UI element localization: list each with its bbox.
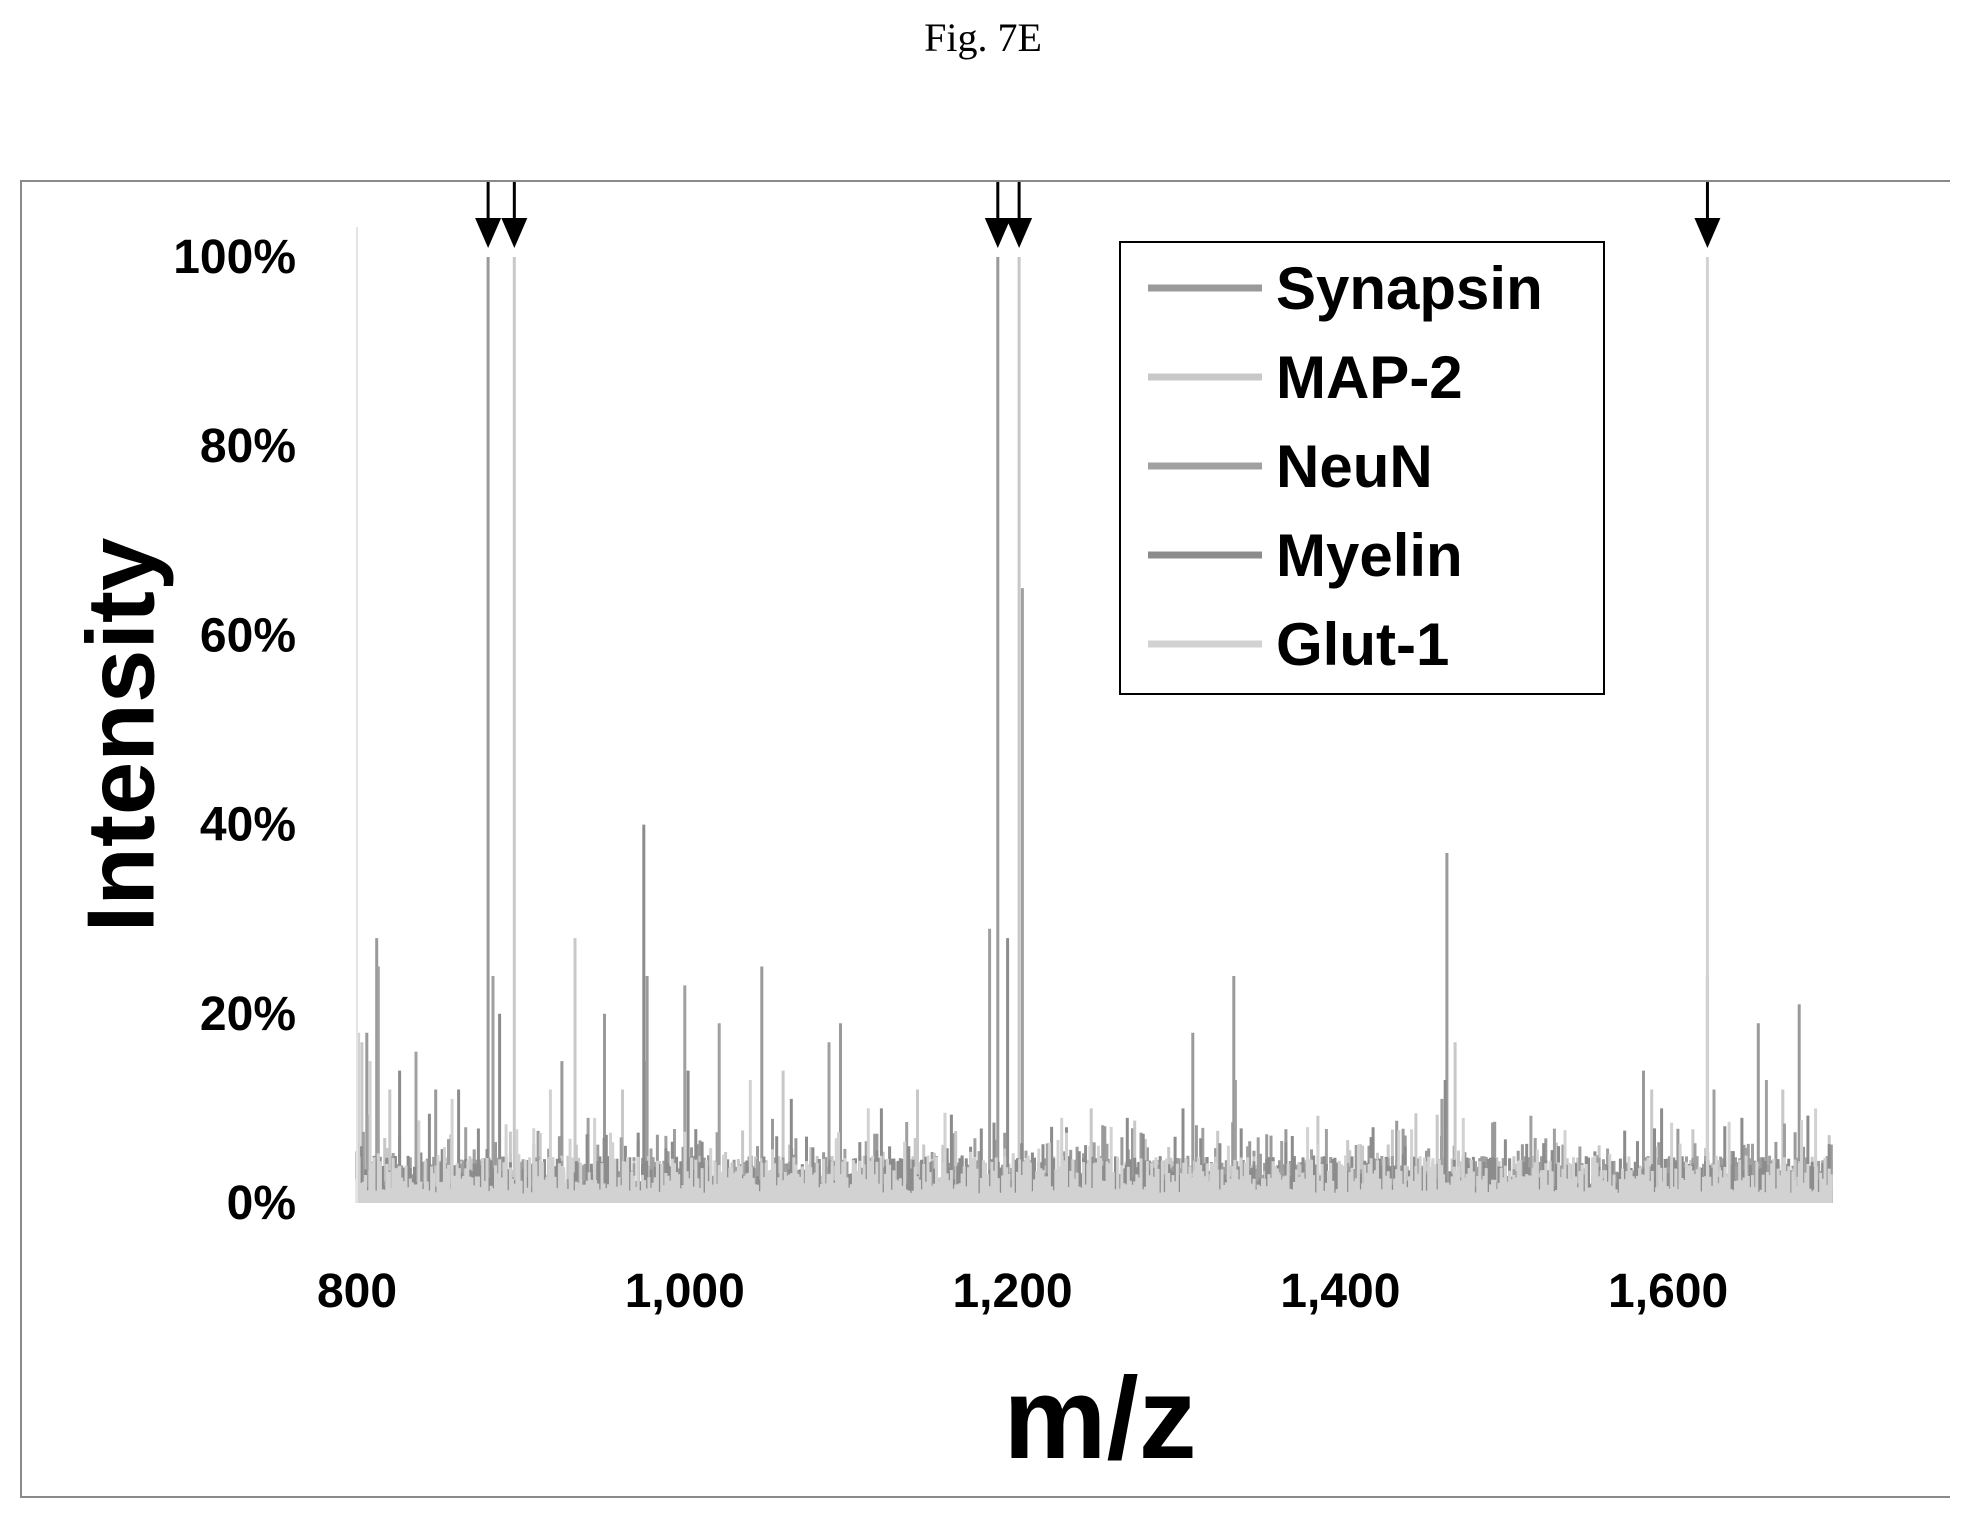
- peak-arrow-5: [1694, 182, 1721, 248]
- legend-label: Glut-1: [1276, 611, 1449, 678]
- y-tick-label: 60%: [200, 609, 296, 662]
- figure-caption: Fig. 7E: [924, 15, 1042, 60]
- series-synapsin: [355, 257, 1833, 1203]
- legend-label: NeuN: [1276, 433, 1433, 500]
- y-axis: 0% 20% 40% 60% 80% 100%: [173, 231, 296, 1230]
- legend-item-synapsin: Synapsin: [1148, 255, 1543, 322]
- legend-label: MAP-2: [1276, 344, 1463, 411]
- chart-frame: [20, 180, 1950, 1498]
- peak-arrows: [475, 182, 1721, 248]
- x-tick-label: 1,600: [1608, 1265, 1728, 1318]
- legend-label: Myelin: [1276, 522, 1463, 589]
- y-axis-title: Intensity: [67, 538, 174, 933]
- x-tick-label: 1,400: [1280, 1265, 1400, 1318]
- y-tick-label: 80%: [200, 420, 296, 473]
- series-glut-1: [355, 257, 1833, 1203]
- x-axis: 800 1,000 1,200 1,400 1,600: [317, 1265, 1728, 1318]
- y-tick-label: 100%: [173, 231, 296, 284]
- x-tick-label: 1,000: [625, 1265, 745, 1318]
- y-tick-label: 20%: [200, 988, 296, 1041]
- legend-item-map-2: MAP-2: [1148, 344, 1463, 411]
- legend-label: Synapsin: [1276, 255, 1543, 322]
- legend-item-myelin: Myelin: [1148, 522, 1463, 589]
- legend: Synapsin MAP-2 NeuN Myelin Glut-1: [1119, 241, 1605, 695]
- legend-item-neun: NeuN: [1148, 433, 1433, 500]
- series-map-2: [355, 257, 1833, 1203]
- y-tick-label: 40%: [200, 799, 296, 852]
- peak-arrow-2: [501, 182, 528, 248]
- peak-arrow-1: [475, 182, 502, 248]
- series-neun: [355, 588, 1833, 1203]
- x-tick-label: 800: [317, 1265, 397, 1318]
- peak-arrow-3: [984, 182, 1011, 248]
- series-layer: [355, 257, 1833, 1203]
- x-axis-title: m/z: [1003, 1353, 1196, 1483]
- y-tick-label: 0%: [227, 1177, 296, 1230]
- x-tick-label: 1,200: [952, 1265, 1072, 1318]
- peak-arrow-4: [1006, 182, 1033, 248]
- legend-item-glut-1: Glut-1: [1148, 611, 1449, 678]
